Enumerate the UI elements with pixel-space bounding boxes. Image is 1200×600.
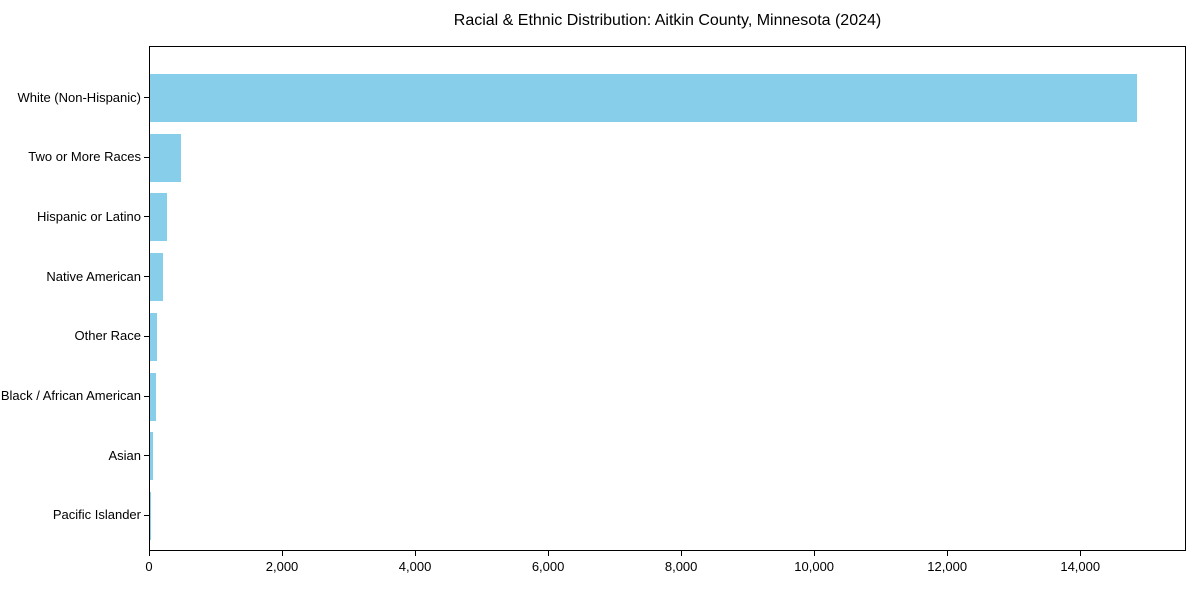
x-tick-label-12000: 12,000 xyxy=(927,559,968,574)
bar-native-american xyxy=(150,253,164,302)
bar-asian xyxy=(150,432,153,481)
y-tick-mark-pacific-islander xyxy=(144,514,149,516)
x-tick-mark-10000 xyxy=(814,551,816,556)
x-tick-label-8000: 8,000 xyxy=(664,559,698,574)
x-tick-mark-12000 xyxy=(947,551,949,556)
x-tick-label-10000: 10,000 xyxy=(794,559,835,574)
bar-white-non-hispanic xyxy=(150,74,1138,122)
x-tick-mark-0 xyxy=(149,551,150,556)
y-tick-label-black-african-american: Black / African American xyxy=(0,388,141,403)
y-tick-mark-hispanic-or-latino xyxy=(144,216,149,218)
x-tick-label-14000: 14,000 xyxy=(1060,559,1101,574)
y-tick-mark-other-race xyxy=(144,335,149,337)
y-tick-label-two-or-more-races: Two or More Races xyxy=(28,149,141,165)
bar-two-or-more-races xyxy=(150,133,181,182)
y-tick-label-other-race: Other Race xyxy=(74,328,141,344)
chart-title: Racial & Ethnic Distribution: Aitkin Cou… xyxy=(453,12,882,29)
y-tick-label-hispanic-or-latino: Hispanic or Latino xyxy=(36,208,141,224)
y-tick-label-native-american: Native American xyxy=(46,268,141,284)
x-tick-mark-4000 xyxy=(415,551,417,556)
y-tick-label-asian: Asian xyxy=(108,447,141,463)
x-tick-mark-14000 xyxy=(1080,551,1082,556)
y-tick-mark-black-african-american xyxy=(144,395,149,397)
x-tick-label-4000: 4,000 xyxy=(398,559,432,574)
x-tick-label-0: 0 xyxy=(145,559,153,574)
bar-black-african-american xyxy=(150,372,157,421)
y-tick-mark-asian xyxy=(144,455,149,457)
x-tick-mark-2000 xyxy=(282,551,284,556)
y-tick-mark-two-or-more-races xyxy=(144,156,149,158)
y-tick-label-pacific-islander: Pacific Islander xyxy=(52,507,141,523)
x-tick-mark-6000 xyxy=(548,551,550,556)
bar-hispanic-or-latino xyxy=(150,193,167,242)
y-tick-label-white-non-hispanic: White (Non-Hispanic) xyxy=(17,89,141,105)
x-tick-mark-8000 xyxy=(681,551,683,556)
x-tick-label-2000: 2,000 xyxy=(265,559,299,574)
y-tick-mark-white-non-hispanic xyxy=(144,97,149,98)
plot-area xyxy=(149,46,1186,551)
bar-other-race xyxy=(150,312,157,361)
x-tick-label-6000: 6,000 xyxy=(531,559,565,574)
y-tick-mark-native-american xyxy=(144,276,149,278)
